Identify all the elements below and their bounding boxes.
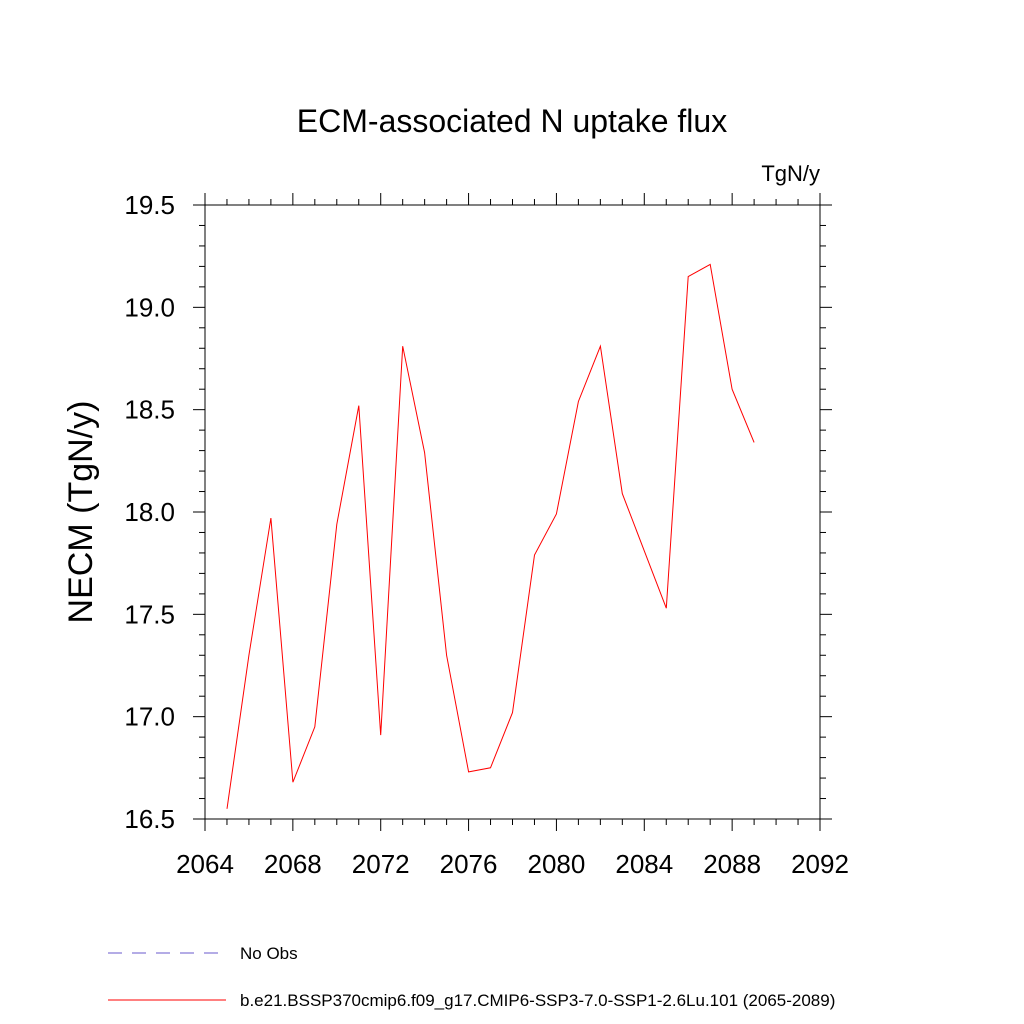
- x-tick-label: 2084: [615, 849, 673, 879]
- y-tick-label: 17.0: [124, 702, 175, 732]
- chart-title: ECM-associated N uptake flux: [297, 103, 727, 139]
- x-tick-label: 2092: [791, 849, 849, 879]
- plot-frame: [204, 204, 821, 820]
- y-tick-label: 19.5: [124, 190, 175, 220]
- y-tick-label: 16.5: [124, 804, 175, 834]
- x-tick-label: 2088: [703, 849, 761, 879]
- series-layer: [226, 263, 755, 809]
- y-tick-label: 19.0: [124, 292, 175, 322]
- x-tick-label: 2068: [264, 849, 322, 879]
- legend: No Obs b.e21.BSSP370cmip6.f09_g17.CMIP6-S…: [108, 944, 835, 1010]
- x-tick-label: 2072: [352, 849, 410, 879]
- y-axis-label: NECM (TgN/y): [62, 401, 100, 624]
- x-tick-label: 2080: [528, 849, 586, 879]
- y-tick-label: 18.5: [124, 395, 175, 425]
- series-line: [226, 263, 755, 809]
- x-tick-label: 2064: [176, 849, 234, 879]
- axis-ticks: 2064 2068 2072 2076 2080 2084 2088 2092 16.5 17.0…: [124, 190, 849, 879]
- y-tick-label: 18.0: [124, 497, 175, 527]
- x-tick-label: 2076: [440, 849, 498, 879]
- legend-label: b.e21.BSSP370cmip6.f09_g17.CMIP6-SSP3-7.…: [240, 991, 835, 1010]
- y-tick-label: 17.5: [124, 599, 175, 629]
- units-label: TgN/y: [761, 161, 820, 186]
- legend-label: No Obs: [240, 944, 298, 963]
